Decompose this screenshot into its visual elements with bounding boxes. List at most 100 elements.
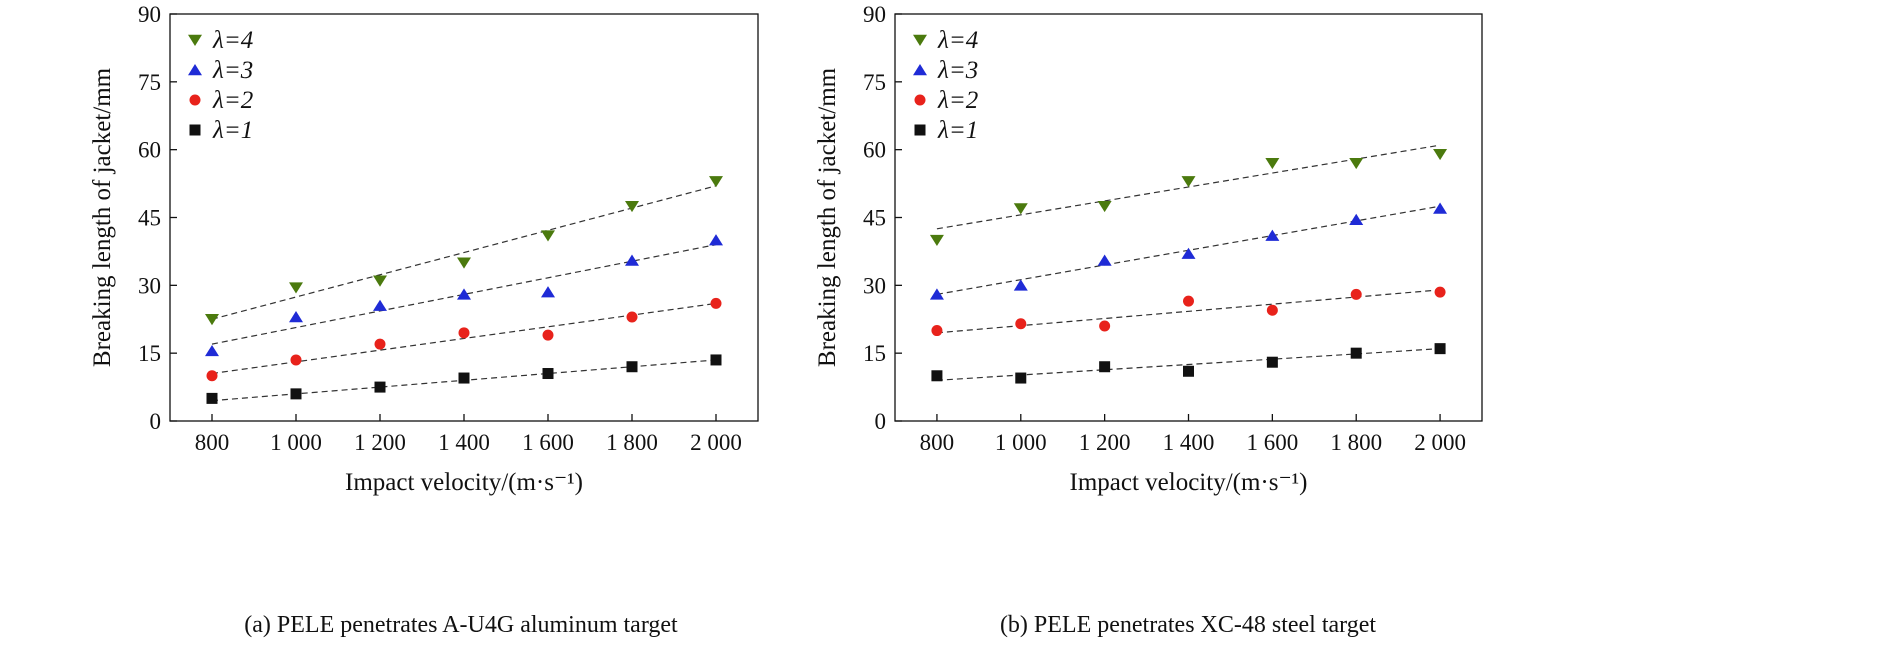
legend-label: λ=1 <box>937 117 978 144</box>
data-point <box>709 176 723 188</box>
data-point <box>931 325 943 337</box>
legend-marker <box>913 64 927 76</box>
legend-label: λ=1 <box>212 117 253 144</box>
legend-marker <box>189 94 201 106</box>
y-axis-title: Breaking length of jacket/mm <box>89 67 116 367</box>
legend-label: λ=2 <box>212 87 253 114</box>
data-point <box>1434 286 1446 298</box>
data-point <box>626 361 638 373</box>
data-point <box>206 370 218 382</box>
data-point <box>374 338 386 350</box>
plot-frame <box>894 13 1483 422</box>
data-point <box>373 275 387 287</box>
data-point <box>289 282 303 294</box>
x-tick-label: 1 600 <box>1246 430 1298 455</box>
data-point <box>541 286 555 298</box>
x-tick-label: 1 200 <box>354 430 406 455</box>
x-tick-label: 1 400 <box>1163 430 1215 455</box>
data-point <box>1349 157 1364 170</box>
x-tick-label: 2 000 <box>1414 430 1466 455</box>
data-point <box>1013 203 1028 215</box>
data-point <box>458 327 470 339</box>
x-tick-label: 1 800 <box>1330 430 1382 455</box>
data-point <box>290 354 302 366</box>
data-point <box>290 388 302 400</box>
x-tick-label: 1 400 <box>438 430 490 455</box>
legend-label: λ=3 <box>212 57 253 84</box>
y-tick-label: 75 <box>138 70 161 95</box>
chart-panel-a: 0 15 30 45 60 75 90 800 1 000 1 200 1 400 1 600 1 80… <box>89 2 759 638</box>
data-point <box>1350 288 1362 300</box>
data-point <box>1350 347 1362 359</box>
data-point <box>541 230 555 242</box>
data-point <box>1015 372 1027 384</box>
data-point <box>1266 356 1278 368</box>
y-tick-label: 0 <box>150 409 162 434</box>
data-point <box>1265 157 1280 170</box>
data-point <box>625 200 639 213</box>
data-point <box>206 392 218 404</box>
x-tick-label: 1 200 <box>1079 430 1131 455</box>
data-point <box>1183 295 1194 307</box>
data-point <box>457 257 471 269</box>
data-point <box>1434 343 1446 355</box>
x-tick-label: 1 000 <box>995 430 1047 455</box>
data-point <box>710 354 722 366</box>
y-tick-label: 45 <box>863 206 886 231</box>
data-point <box>1433 202 1448 214</box>
y-axis-title: Breaking length of jacket/mm <box>814 67 841 367</box>
y-tick-label: 60 <box>138 138 161 163</box>
data-point <box>374 381 386 393</box>
data-point <box>1183 365 1194 377</box>
y-tick-label: 15 <box>863 341 886 366</box>
data-point <box>1015 318 1027 330</box>
x-axis-title: Impact velocity/(m·s⁻¹) <box>345 469 583 496</box>
x-tick-label: 800 <box>920 430 955 455</box>
data-point <box>373 299 387 311</box>
x-axis-title: Impact velocity/(m·s⁻¹) <box>1070 469 1308 496</box>
data-point <box>1433 148 1448 161</box>
x-tick-label: 1 600 <box>522 430 574 455</box>
y-tick-label: 30 <box>863 273 886 298</box>
data-point <box>1181 247 1196 259</box>
data-point <box>1099 320 1111 332</box>
data-point <box>931 370 943 382</box>
data-point <box>710 297 722 309</box>
data-point <box>1266 304 1278 316</box>
data-point <box>205 344 219 357</box>
legend-marker <box>188 34 202 46</box>
data-point <box>205 314 219 326</box>
y-tick-label: 75 <box>863 70 886 95</box>
legend-marker <box>913 34 927 46</box>
data-point <box>1265 229 1280 241</box>
legend-marker <box>914 124 926 136</box>
data-point <box>929 234 944 247</box>
panel-caption: (a) PELE penetrates A-U4G aluminum targe… <box>244 612 678 638</box>
y-tick-label: 0 <box>875 409 887 434</box>
x-tick-label: 800 <box>195 430 230 455</box>
data-point <box>542 329 554 341</box>
data-point <box>626 311 638 323</box>
data-point <box>1099 361 1111 373</box>
x-tick-label: 2 000 <box>690 430 742 455</box>
legend-marker <box>189 124 201 136</box>
data-point <box>929 288 944 300</box>
legend-label: λ=4 <box>937 27 978 54</box>
y-tick-label: 60 <box>863 138 886 163</box>
data-point <box>458 372 470 384</box>
data-point <box>1013 279 1028 291</box>
trendline-1 <box>211 244 717 345</box>
y-tick-label: 15 <box>138 341 161 366</box>
data-point <box>457 288 471 300</box>
panel-caption: (b) PELE penetrates XC-48 steel target <box>1000 612 1376 638</box>
data-point <box>1097 200 1112 213</box>
legend-label: λ=3 <box>937 57 978 84</box>
data-point <box>1097 254 1112 266</box>
y-tick-label: 30 <box>138 273 161 298</box>
x-tick-label: 1 800 <box>606 430 658 455</box>
data-point <box>709 234 723 246</box>
data-point <box>625 254 639 266</box>
y-tick-label: 45 <box>138 206 161 231</box>
data-point <box>1181 176 1196 188</box>
